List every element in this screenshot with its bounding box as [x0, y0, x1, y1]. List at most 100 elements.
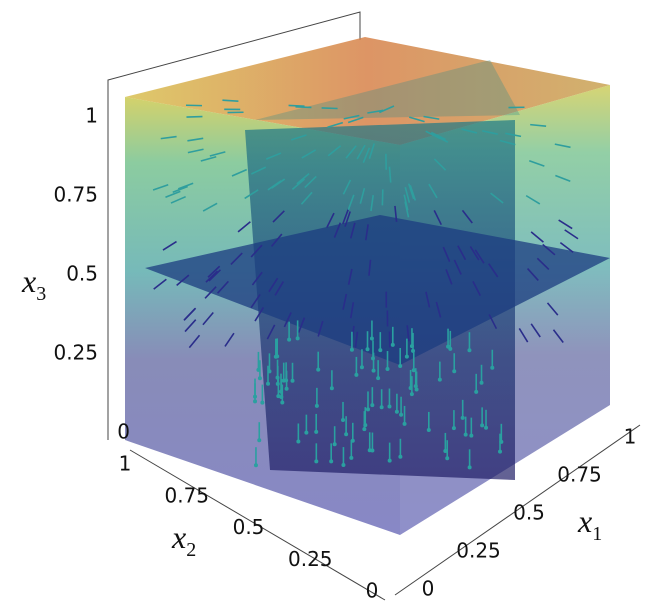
arrow-head [365, 407, 370, 412]
arrow [362, 147, 371, 163]
arrow [224, 332, 235, 347]
x2-tick-label: 0.5 [233, 515, 265, 539]
x2-axis-label: x2 [171, 519, 196, 561]
arrow [300, 191, 313, 205]
x1-axis-line [394, 424, 641, 596]
arrow [283, 312, 292, 328]
x1-tick-label: 0 [422, 577, 435, 601]
axes-lines [107, 11, 641, 601]
arrow [526, 268, 539, 281]
arrow [530, 323, 541, 338]
arrow [379, 105, 395, 114]
arrow-head [329, 459, 334, 464]
cube [125, 37, 610, 535]
arrow [558, 219, 573, 230]
arrow-head [287, 337, 292, 342]
arrow-head [387, 404, 392, 409]
arrow-head [411, 368, 416, 373]
arrow [165, 190, 181, 198]
arrow [250, 293, 261, 309]
arrow [528, 160, 545, 167]
arrow [499, 139, 516, 146]
arrow [435, 301, 442, 318]
slice-x2 [255, 60, 520, 120]
arrow-head [385, 367, 390, 372]
arrow [186, 115, 203, 118]
arrow [367, 109, 384, 114]
arrow [271, 178, 286, 189]
arrow-head [404, 354, 409, 359]
arrow [342, 179, 352, 195]
x3-tick-label: 0.75 [53, 183, 98, 207]
arrow [345, 145, 357, 159]
arrow [433, 209, 442, 226]
arrow-head [452, 369, 457, 374]
arrow-head [341, 463, 346, 468]
arrow-head [480, 423, 485, 428]
arrow-head [276, 394, 281, 399]
arrow [554, 143, 571, 149]
arrow [347, 116, 364, 124]
arrow [187, 148, 204, 154]
arrow [170, 195, 186, 204]
arrow [408, 116, 425, 123]
arrow [321, 107, 338, 110]
arrow [564, 229, 579, 240]
axis-index: 2 [186, 539, 196, 561]
arrow [333, 222, 342, 238]
arrow-head [474, 389, 479, 394]
arrow-head [369, 336, 374, 341]
arrow [183, 308, 196, 321]
arrow [291, 178, 306, 190]
arrow-head [290, 378, 295, 383]
arrow [359, 187, 366, 204]
arrow [274, 281, 285, 296]
arrow-head [460, 415, 465, 420]
arrow [559, 242, 574, 253]
arrow-head [409, 344, 414, 349]
arrow [349, 222, 356, 239]
arrow-head [398, 454, 403, 459]
arrow [290, 134, 307, 141]
arrow-head [256, 367, 261, 372]
arrow [368, 259, 372, 276]
x3-tick-label: 1 [85, 104, 98, 128]
arrow-head [498, 449, 503, 454]
arrow-head [387, 458, 392, 463]
axis-index: 1 [592, 523, 602, 545]
x1-tick-label: 0.25 [456, 539, 501, 563]
arrow-head [398, 364, 403, 369]
arrow [327, 145, 342, 157]
arrow [266, 324, 276, 340]
x3-axis-line [107, 11, 361, 440]
arrow-head [257, 438, 262, 443]
arrow [244, 189, 259, 200]
arrow [272, 210, 285, 223]
arrow-head [354, 372, 359, 377]
tick-labels: 0 0.25 0.5 0.75 1 0 0.25 0.5 0.75 1 0 0.25 0.5 0.75 1 [53, 104, 636, 603]
arrow [202, 202, 218, 212]
arrow-head [443, 448, 448, 453]
arrow [344, 211, 351, 227]
arrow [525, 194, 541, 205]
arrow [301, 149, 317, 159]
arrow-head [267, 369, 272, 374]
x3-axis-label: x3 [21, 263, 46, 305]
arrow [407, 183, 415, 200]
arrow [237, 221, 251, 233]
arrow-head [359, 365, 364, 370]
arrow [349, 302, 355, 319]
arrow [388, 166, 392, 183]
arrow [162, 240, 177, 251]
arrow [370, 195, 374, 212]
arrow [442, 246, 451, 263]
arrow [364, 224, 369, 241]
arrow-head [402, 421, 407, 426]
arrow-head [344, 432, 349, 437]
arrow-head [316, 367, 321, 372]
arrow-head [340, 417, 345, 422]
arrow-head [469, 433, 474, 438]
arrow [347, 194, 355, 211]
arrow-head [253, 394, 258, 399]
arrow [530, 231, 544, 243]
